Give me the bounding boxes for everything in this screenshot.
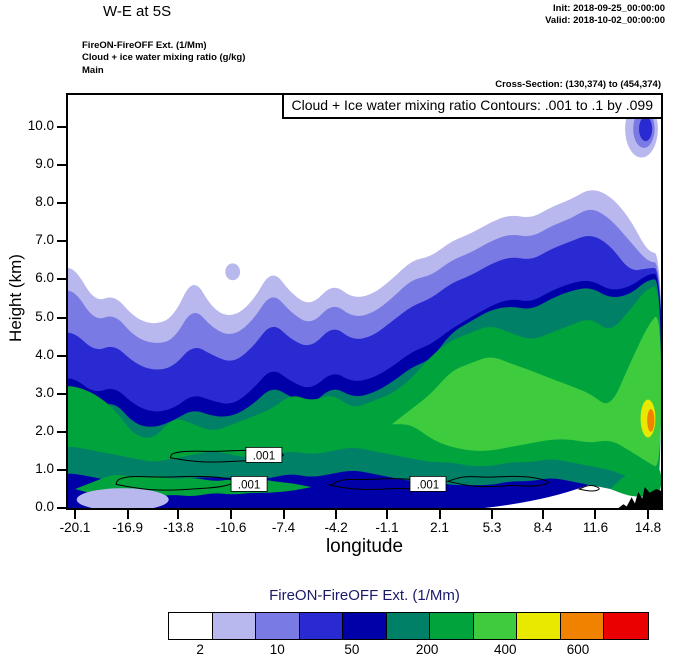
x-tick-mark <box>230 510 233 519</box>
x-tick-mark <box>282 510 285 519</box>
colorbar-title: FireON-FireOFF Ext. (1/Mm) <box>269 587 460 604</box>
contour-info-box: Cloud + Ice water mixing ratio Contours:… <box>281 93 663 119</box>
y-tick-label: 10.0 <box>27 118 54 133</box>
y-tick-label: 1.0 <box>35 460 54 476</box>
y-tick-mark <box>57 354 66 357</box>
y-tick-label: 2.0 <box>35 422 54 438</box>
variable-line-2: Cloud + ice water mixing ratio (g/kg) <box>82 52 246 64</box>
run-times: Init: 2018-09-25_00:00:00 Valid: 2018-10… <box>545 3 665 27</box>
x-tick-label: -10.6 <box>215 520 247 535</box>
contour-label-box <box>230 475 268 492</box>
x-axis-title: longitude <box>325 536 404 557</box>
contour-blob-right-edge-orange-max <box>647 409 655 432</box>
x-tick-label: 14.8 <box>634 520 662 535</box>
domain-line: Main <box>82 64 104 76</box>
x-tick-label: -1.1 <box>375 520 399 535</box>
colorbar-swatch <box>299 613 344 639</box>
y-tick-mark <box>57 316 66 319</box>
colorbar <box>168 612 649 640</box>
y-tick-mark <box>57 507 66 509</box>
colorbar-swatch <box>212 613 257 639</box>
y-tick-label: 3.0 <box>35 384 54 400</box>
colorbar-swatch <box>473 613 518 639</box>
x-tick-mark <box>126 510 129 519</box>
x-tick-mark <box>385 510 388 519</box>
cross-section-note: Cross-Section: (130,374) to (454,374) <box>495 79 661 90</box>
colorbar-swatch <box>386 613 431 639</box>
colorbar-labels: 2 10 50 200 400 600 <box>168 642 647 660</box>
y-tick-mark <box>57 164 66 167</box>
y-tick-label: 0.0 <box>35 499 54 514</box>
x-tick-mark <box>541 510 544 519</box>
x-tick-mark <box>74 510 77 519</box>
x-tick-mark <box>335 510 338 519</box>
x-tick-label: -16.9 <box>112 520 143 535</box>
x-tick-mark <box>594 510 597 519</box>
contour-field: .001 .001 .001 <box>68 95 661 508</box>
contour-line-001 <box>577 485 600 492</box>
y-tick-mark <box>57 430 66 433</box>
x-tick-label: -4.2 <box>324 520 348 535</box>
y-tick-mark <box>57 126 66 128</box>
x-tick-mark <box>438 510 441 519</box>
contour-fill-green-low-right <box>610 466 661 497</box>
contour-label-text: .001 <box>417 479 439 491</box>
contour-blob-bottom-left-light-patch <box>76 488 169 508</box>
colorbar-swatch <box>560 613 605 639</box>
colorbar-label: 50 <box>344 642 360 657</box>
x-tick-label: -13.8 <box>163 520 194 535</box>
x-tick-mark <box>177 510 180 519</box>
x-tick-label: -20.1 <box>59 520 91 535</box>
colorbar-label: 200 <box>415 642 439 657</box>
colorbar-swatch <box>604 613 648 639</box>
x-tick-label: 11.6 <box>582 520 609 535</box>
y-tick-label: 8.0 <box>35 194 54 210</box>
colorbar-swatch <box>343 613 387 639</box>
contour-line-001 <box>445 475 549 488</box>
x-tick-label: 2.1 <box>430 520 449 535</box>
init-time: Init: 2018-09-25_00:00:00 <box>553 3 665 14</box>
contour-label-box <box>409 475 447 492</box>
x-tick-mark <box>647 510 650 519</box>
y-tick-mark <box>57 468 66 471</box>
plot-description: FireON-FireOFF Ext. (1/Mm) Cloud + ice w… <box>82 40 245 77</box>
x-tick-label: 5.3 <box>482 520 502 535</box>
y-tick-mark <box>57 202 66 205</box>
x-tick-mark <box>491 510 494 519</box>
contour-label-text: .001 <box>238 479 260 491</box>
colorbar-label: 10 <box>269 642 285 657</box>
colorbar-swatch <box>169 613 213 639</box>
colorbar-swatch <box>430 613 474 639</box>
terrain-silhouette <box>618 487 661 508</box>
contour-blob-top-right-blue-blob <box>639 116 653 142</box>
colorbar-label: 400 <box>493 642 517 657</box>
y-tick-label: 9.0 <box>35 156 54 172</box>
x-tick-label: -7.4 <box>271 520 296 535</box>
colorbar-label: 600 <box>566 642 590 657</box>
y-axis-title: Height (km) <box>6 254 25 342</box>
page-title: W-E at 5S <box>103 3 172 20</box>
valid-time: Valid: 2018-10-02_00:00:00 <box>545 14 665 26</box>
colorbar-swatch <box>256 613 300 639</box>
x-tick-label: 8.4 <box>533 520 553 535</box>
contour-label-text: .001 <box>253 450 275 462</box>
y-tick-mark <box>57 278 66 281</box>
y-tick-mark <box>57 392 66 395</box>
colorbar-label: 2 <box>196 642 204 657</box>
plot-frame: .001 .001 .001 Cloud + Ice water mixing ra… <box>66 93 663 510</box>
contour-blob-detached-lavender-spot <box>225 263 241 281</box>
colorbar-swatch <box>517 613 561 639</box>
variable-line-1: FireON-FireOFF Ext. (1/Mm) <box>82 40 207 51</box>
y-tick-mark <box>57 240 66 243</box>
contour-fill-level-7-bright-green <box>391 316 661 467</box>
contour-label-box <box>245 446 283 463</box>
